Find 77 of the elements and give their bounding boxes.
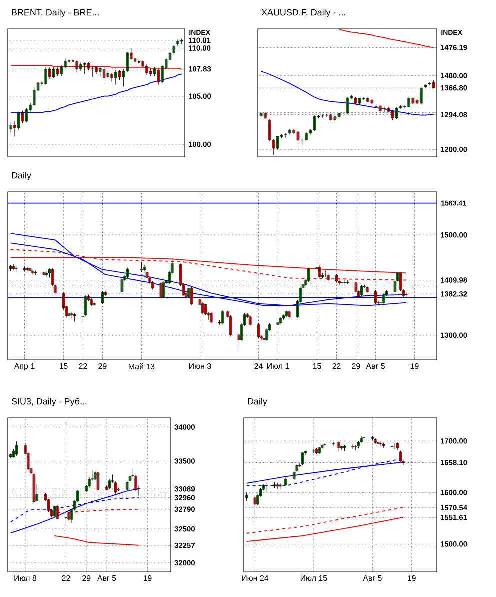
- candlestick: [366, 286, 369, 294]
- candlestick: [42, 270, 46, 277]
- candlestick: [326, 114, 328, 118]
- candlestick: [380, 441, 382, 447]
- candlestick: [91, 66, 94, 78]
- candlestick: [352, 444, 354, 450]
- candlestick: [354, 445, 358, 451]
- candlestick: [412, 97, 415, 105]
- candlestick: [84, 62, 86, 74]
- chart-title: SIU3, Daily - Руб...: [12, 398, 87, 406]
- candlestick: [96, 471, 100, 492]
- candlestick: [210, 312, 213, 324]
- candlestick: [248, 315, 252, 327]
- candlestick: [146, 270, 149, 280]
- candlestick: [315, 448, 318, 454]
- candlestick: [190, 287, 194, 306]
- candlestick: [73, 313, 76, 322]
- candlestick: [391, 110, 394, 120]
- line-series: [246, 516, 404, 542]
- candlestick: [126, 267, 130, 278]
- candlestick: [18, 112, 20, 130]
- candlestick: [360, 285, 364, 297]
- candlestick: [383, 106, 386, 113]
- candlestick: [276, 321, 280, 327]
- candlestick: [370, 99, 374, 105]
- candlestick: [374, 290, 378, 305]
- candlestick: [25, 108, 28, 123]
- candlestick: [108, 479, 112, 490]
- chart-title: BRENT, Daily - BRE...: [12, 9, 99, 18]
- candlestick: [279, 483, 282, 490]
- candlestick: [15, 441, 18, 456]
- candlestick: [114, 70, 118, 86]
- candlestick: [64, 515, 68, 527]
- candlestick: [313, 115, 316, 132]
- candlestick: [140, 262, 144, 272]
- candlestick: [118, 70, 122, 80]
- candlestick: [330, 114, 332, 122]
- candlestick: [399, 450, 402, 464]
- candlestick: [160, 282, 163, 299]
- candlestick: [320, 444, 324, 450]
- chart-title: Daily: [248, 398, 268, 406]
- line-series: [54, 535, 140, 546]
- candlestick: [28, 266, 32, 273]
- candlestick: [358, 98, 362, 105]
- candlestick: [376, 440, 380, 447]
- line-series: [246, 507, 404, 534]
- candlestick: [276, 136, 280, 150]
- candlestick: [288, 310, 291, 320]
- chart-title: XAUUSD.F, Daily - ...: [262, 9, 346, 18]
- candlestick: [396, 442, 400, 450]
- candlestick: [265, 483, 268, 492]
- candlestick: [276, 482, 279, 490]
- candlestick: [338, 440, 340, 452]
- candlestick: [395, 107, 398, 120]
- candlestick: [301, 452, 304, 466]
- candlestick: [404, 292, 408, 298]
- candlestick: [101, 291, 104, 305]
- candlestick: [14, 266, 18, 272]
- candlestick: [106, 71, 110, 78]
- candlestick: [296, 130, 300, 146]
- candlestick: [334, 115, 337, 122]
- candlestick: [23, 266, 26, 272]
- candlestick: [273, 482, 276, 488]
- candlestick: [99, 67, 102, 78]
- candlestick: [382, 442, 386, 448]
- candlestick: [338, 112, 341, 118]
- candlestick: [324, 442, 326, 448]
- candlestick: [282, 314, 286, 320]
- candlestick: [52, 67, 56, 78]
- candlestick: [120, 278, 124, 294]
- candlestick: [343, 445, 346, 452]
- candlestick: [307, 267, 310, 283]
- candlestick: [257, 323, 260, 339]
- candlestick: [204, 304, 208, 316]
- chart-title: Daily: [12, 172, 32, 180]
- candlestick: [354, 96, 358, 105]
- candlestick: [254, 496, 257, 515]
